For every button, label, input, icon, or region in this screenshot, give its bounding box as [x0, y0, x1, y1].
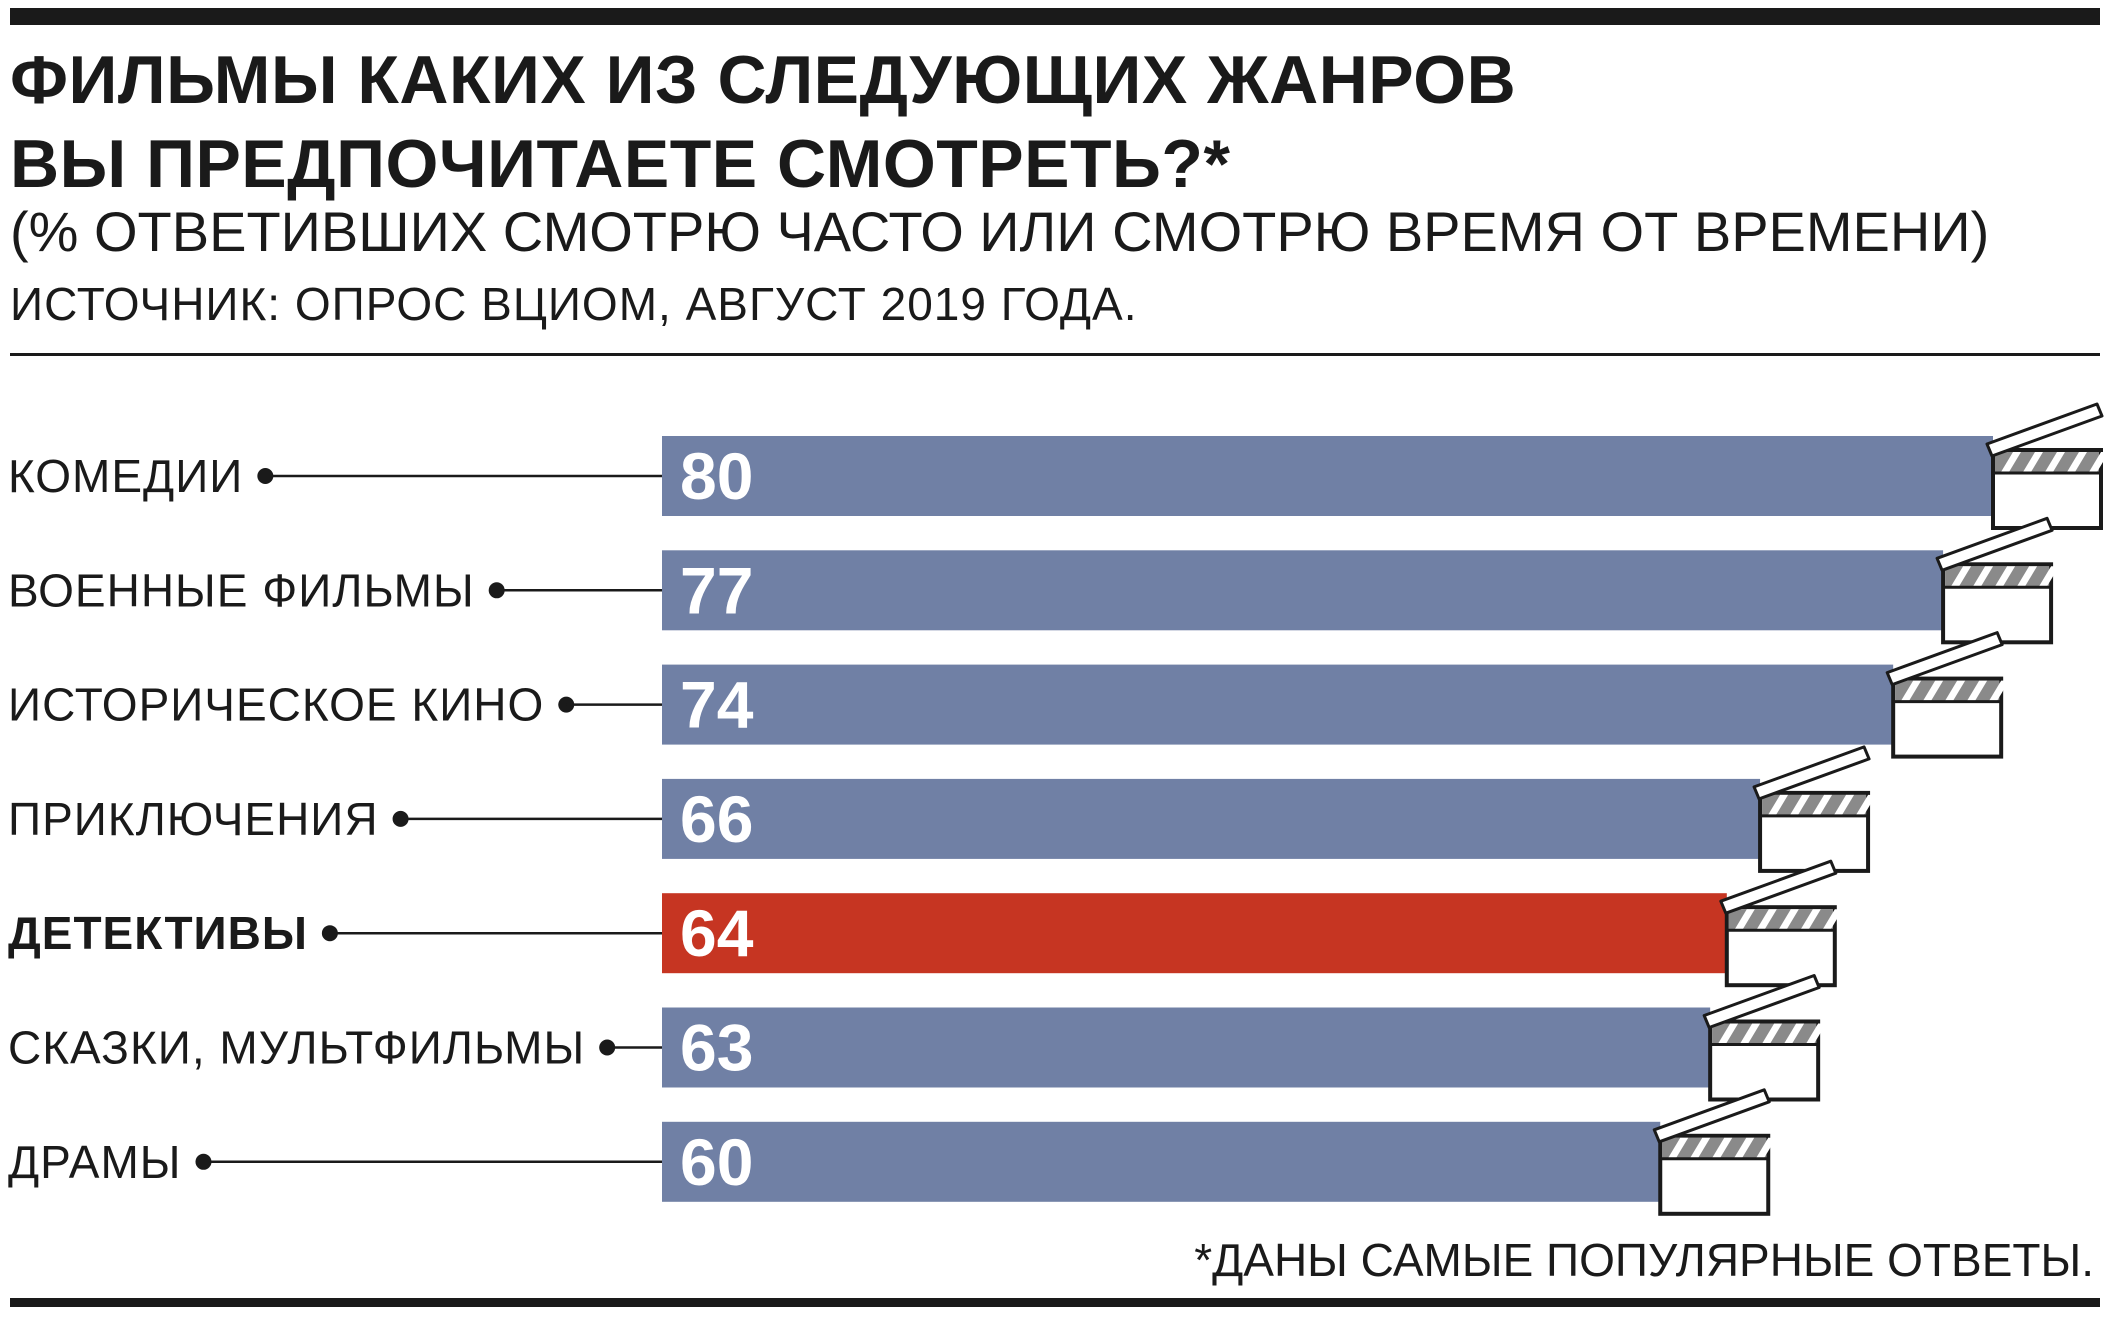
bar-row: КОМЕДИИ 80 [8, 402, 2108, 530]
category-label: ВОЕННЫЕ ФИЛЬМЫ [8, 564, 475, 616]
clapper-stripe [1668, 1137, 1689, 1158]
bar [662, 778, 1761, 859]
category-label: ПРИКЛЮЧЕНИЯ [8, 793, 379, 845]
clapperboard-icon [1702, 974, 1827, 1102]
clapper-stripe [1734, 909, 1755, 930]
clapper-stripe [1718, 1023, 1739, 1044]
chart-title-line-2: ВЫ ПРЕДПОЧИТАЕТЕ СМОТРЕТЬ?* [10, 126, 1231, 202]
clapper-stripe [1856, 794, 1877, 815]
clapper-stick [1935, 516, 2054, 572]
category-label: ДЕТЕКТИВЫ [8, 907, 308, 959]
bar-row: ДРАМЫ 60 [8, 1088, 1777, 1216]
clapper-stripe [1712, 1137, 1733, 1158]
value-label: 77 [680, 553, 753, 627]
clapper-stick [1985, 402, 2104, 458]
clapperboard-icon [1719, 859, 1843, 988]
category-label: ИСТОРИЧЕСКОЕ КИНО [8, 679, 544, 731]
clapper-stripe [1923, 680, 1944, 701]
clapper-stripe [1690, 1137, 1711, 1158]
clapper-stripe [1790, 794, 1811, 815]
clapper-stripe [1901, 680, 1922, 701]
clapper-stripe [2001, 452, 2021, 472]
category-label: КОМЕДИИ [8, 450, 243, 502]
clapperboard-icon [1985, 402, 2108, 530]
clapperboard-icon [1885, 631, 2010, 759]
clapper-stripe [1951, 566, 1972, 587]
clapper-stripe [1806, 1023, 1827, 1044]
value-label: 60 [680, 1125, 753, 1199]
clapper-stripe [1967, 680, 1988, 701]
bottom-rule [10, 1298, 2100, 1307]
clapper-stripe [1762, 1023, 1783, 1044]
value-label: 66 [680, 782, 753, 856]
clapper-stick [1652, 1088, 1771, 1144]
bar [662, 893, 1727, 974]
clapper-stripe [1778, 909, 1799, 930]
footnote: *ДАНЫ САМЫЕ ПОПУЛЯРНЫЕ ОТВЕТЫ. [1194, 1234, 2094, 1286]
clapper-stick [1885, 631, 2004, 687]
clapper-stripe [1784, 1023, 1805, 1044]
clapper-stripe [1822, 909, 1843, 930]
clapper-stripe [2023, 452, 2043, 472]
clapper-stripe [1945, 680, 1966, 701]
clapper-stripe [2017, 566, 2038, 587]
value-label: 64 [680, 896, 754, 970]
value-label: 80 [680, 439, 753, 513]
category-label: ДРАМЫ [8, 1136, 181, 1188]
chart-subtitle: (% ОТВЕТИВШИХ СМОТРЮ ЧАСТО ИЛИ СМОТРЮ ВР… [10, 200, 1990, 263]
value-label: 63 [680, 1011, 753, 1085]
bar-row: ПРИКЛЮЧЕНИЯ 66 [8, 745, 1877, 873]
clapper-stripe [1734, 1137, 1755, 1158]
bar [662, 664, 1894, 745]
clapper-stripe [2089, 452, 2108, 472]
clapper-stripe [1768, 794, 1789, 815]
chart-title-line-1: ФИЛЬМЫ КАКИХ ИЗ СЛЕДУЮЩИХ ЖАНРОВ [10, 42, 1517, 118]
header-divider [10, 353, 2100, 356]
bar [662, 436, 1993, 516]
chart-title: ФИЛЬМЫ КАКИХ ИЗ СЛЕДУЮЩИХ ЖАНРОВ ВЫ ПРЕД… [10, 38, 1516, 206]
clapper-stripe [2067, 452, 2087, 472]
top-rule [10, 8, 2100, 25]
clapper-stripe [1989, 680, 2010, 701]
bar-row: ВОЕННЫЕ ФИЛЬМЫ 77 [8, 516, 2060, 645]
category-label: СКАЗКИ, МУЛЬТФИЛЬМЫ [8, 1022, 585, 1074]
bar [662, 550, 1944, 631]
clapper-stripe [1800, 909, 1821, 930]
bar-row: ДЕТЕКТИВЫ 64 [8, 859, 1843, 988]
clapper-stick [1752, 745, 1871, 801]
clapper-stripe [1756, 909, 1777, 930]
clapper-stripe [2045, 452, 2065, 472]
clapper-stripe [1740, 1023, 1761, 1044]
clapper-stripe [1812, 794, 1833, 815]
clapperboard-icon [1935, 516, 2060, 645]
bar-row: СКАЗКИ, МУЛЬТФИЛЬМЫ 63 [8, 974, 1827, 1102]
clapperboard-icon [1652, 1088, 1777, 1216]
bar-row: ИСТОРИЧЕСКОЕ КИНО 74 [8, 631, 2010, 759]
source-note: ИСТОЧНИК: ОПРОС ВЦИОМ, АВГУСТ 2019 ГОДА. [10, 278, 1138, 330]
clapper-stripe [2039, 566, 2060, 587]
clapper-stripe [1834, 794, 1855, 815]
clapper-stick [1702, 974, 1821, 1029]
clapper-stripe [1973, 566, 1994, 587]
bar [662, 1121, 1661, 1202]
clapper-stripe [1756, 1137, 1777, 1158]
bar [662, 1007, 1711, 1088]
value-label: 74 [680, 668, 754, 742]
clapperboard-icon [1752, 745, 1877, 873]
clapper-stripe [1995, 566, 2016, 587]
clapper-stick [1719, 859, 1838, 915]
